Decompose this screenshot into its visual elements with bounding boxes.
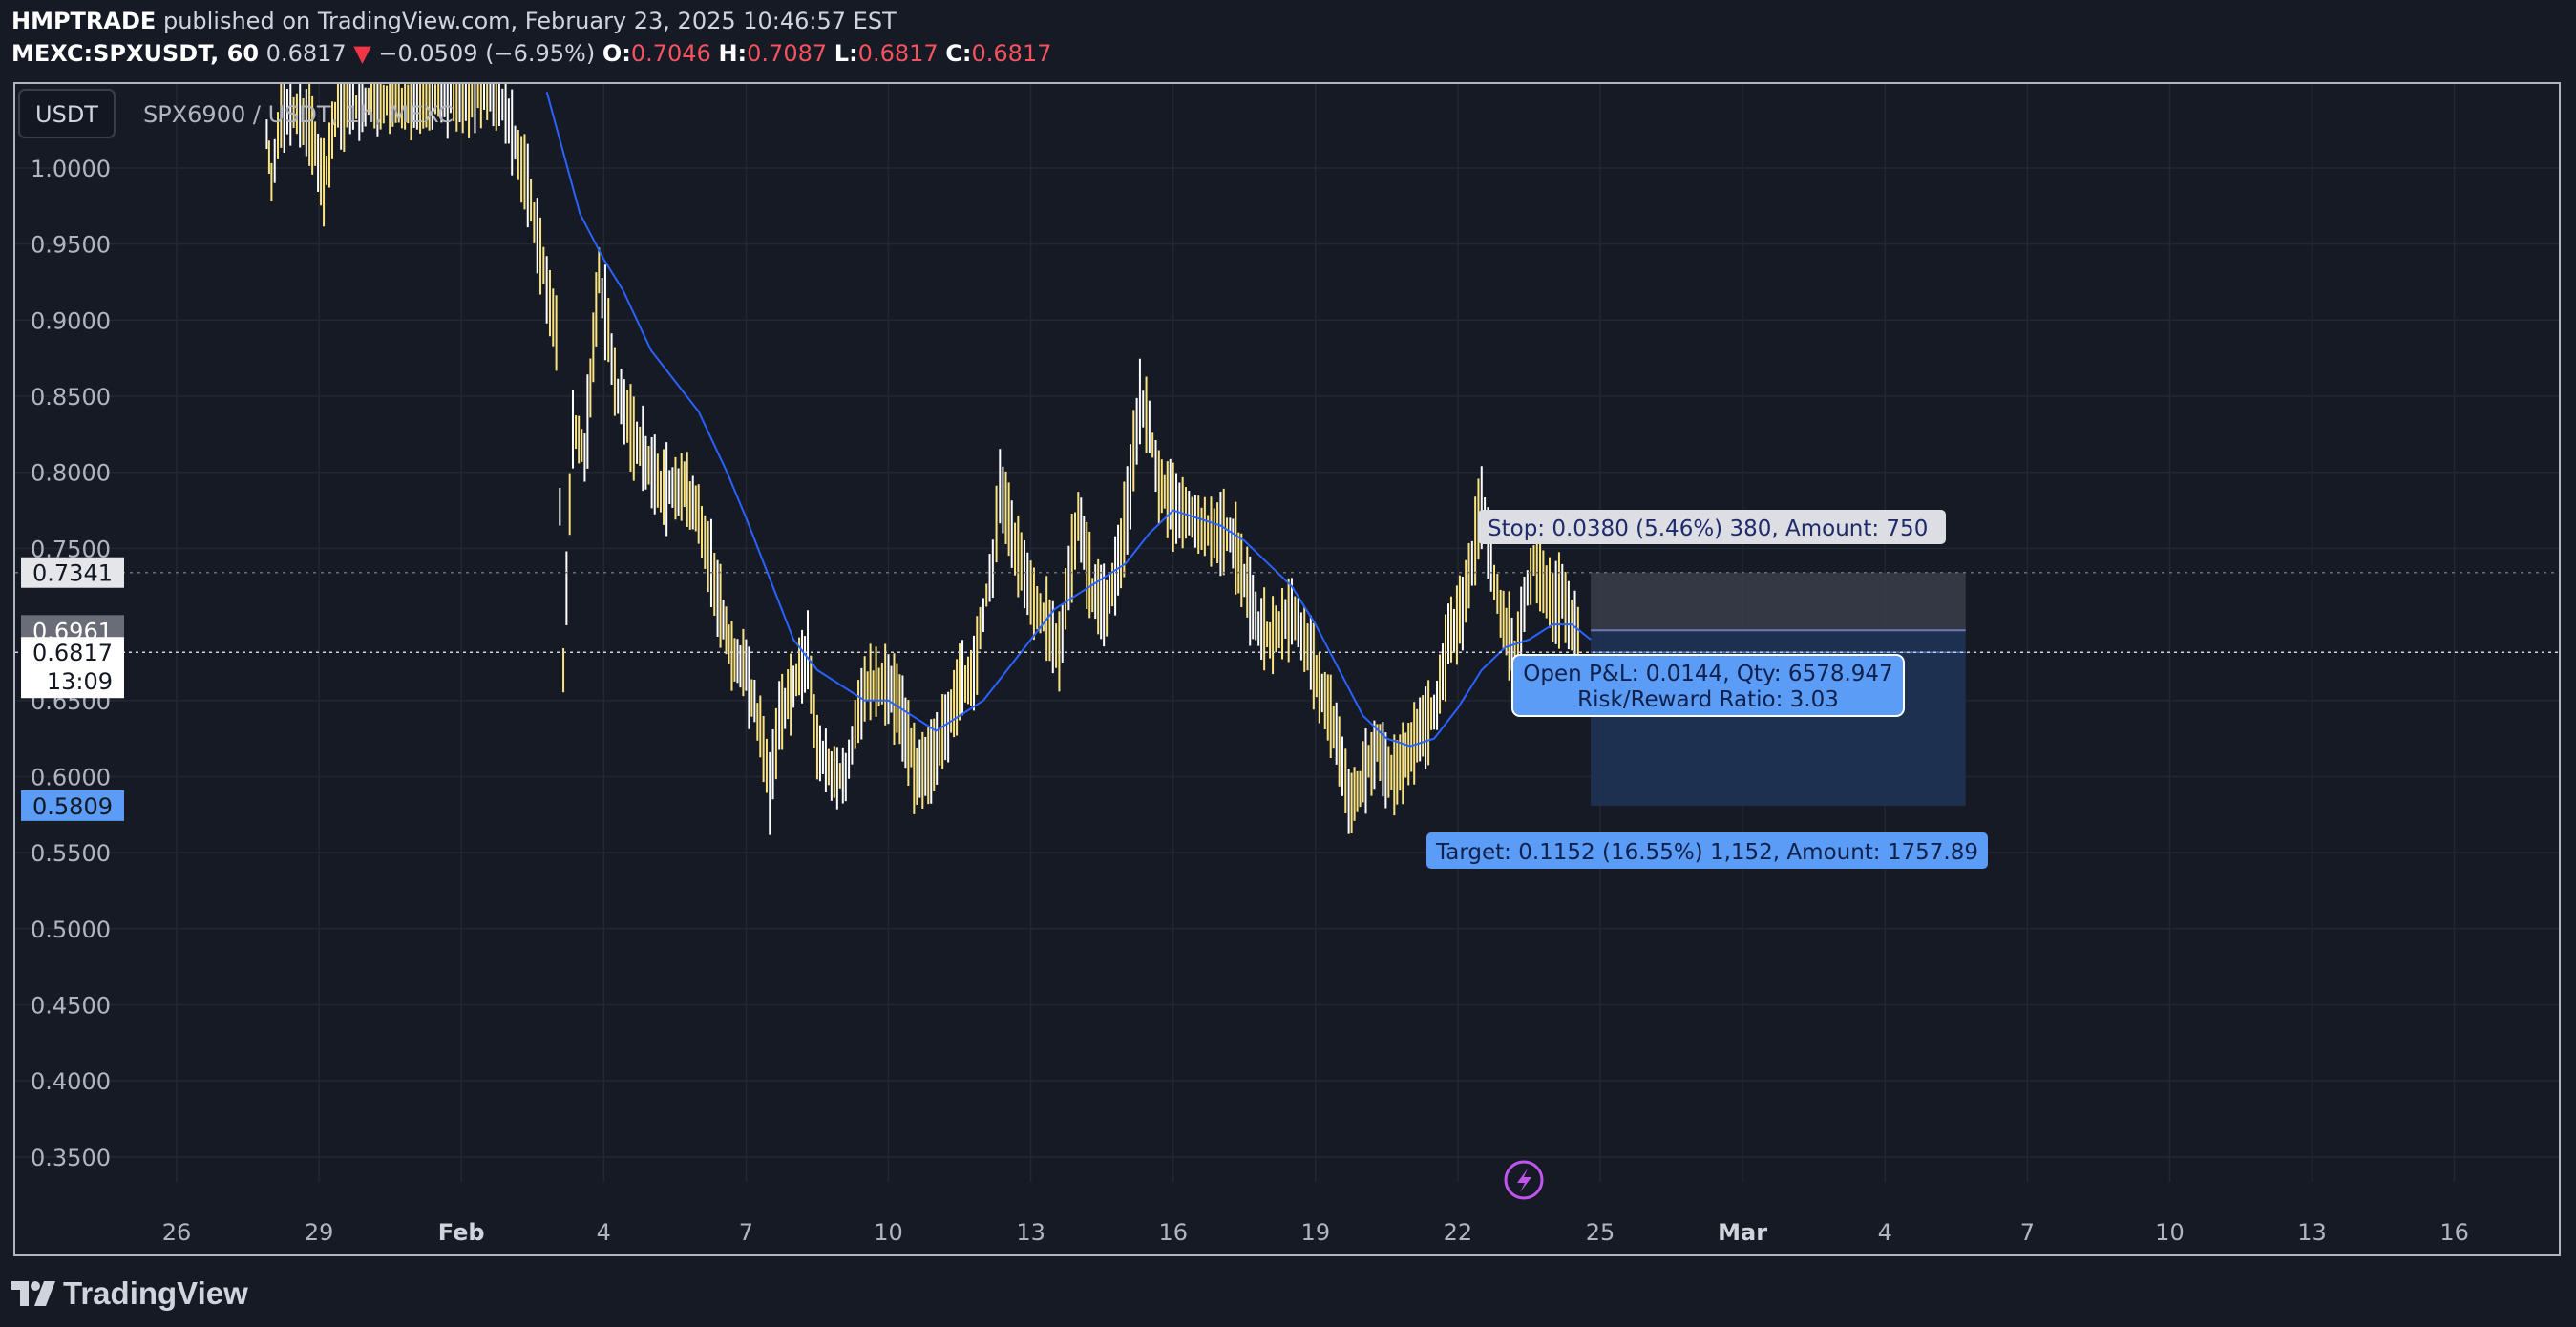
flash-icon[interactable] <box>1504 1160 1544 1200</box>
axis-ticks: 1.00000.95000.90000.85000.80000.75000.65… <box>31 156 2469 1246</box>
price-chart[interactable]: 1.00000.95000.90000.85000.80000.75000.65… <box>15 84 2559 1254</box>
y-tick-label: 0.5000 <box>31 916 111 943</box>
x-tick-label: 7 <box>739 1219 753 1246</box>
publish-info: HMPTRADE published on TradingView.com, F… <box>11 8 897 34</box>
target-label-text: Target: 0.1152 (16.55%) 1,152, Amount: 1… <box>1435 840 1978 865</box>
y-tick-label: 0.6000 <box>31 764 111 790</box>
x-tick-label: 13 <box>2297 1219 2327 1246</box>
x-tick-label: 10 <box>2155 1219 2185 1246</box>
y-tick-label: 0.5500 <box>31 840 111 867</box>
last-price: 0.6817 <box>265 40 347 67</box>
stop-price-tag: 0.7341 <box>32 560 113 587</box>
pnl-label[interactable]: Open P&L: 0.0144, Qty: 6578.947 Risk/Rew… <box>1511 654 1905 717</box>
open-value: 0.7046 <box>630 40 711 67</box>
x-tick-label: 16 <box>1158 1219 1188 1246</box>
grid <box>15 84 2559 1182</box>
price-lines <box>15 571 2559 653</box>
y-tick-label: 0.9000 <box>31 307 111 334</box>
x-tick-label: 26 <box>162 1219 192 1246</box>
target-price-tag: 0.5809 <box>32 793 113 820</box>
stop-label[interactable]: Stop: 0.0380 (5.46%) 380, Amount: 750 <box>1478 510 1946 544</box>
y-tick-label: 0.8000 <box>31 460 111 487</box>
moving-average <box>545 92 1592 748</box>
logo-text: TradingView <box>63 1275 248 1311</box>
x-tick-label: 10 <box>874 1219 903 1246</box>
y-tick-label: 1.0000 <box>31 156 111 182</box>
open-label: O: <box>602 40 631 67</box>
candles[interactable] <box>265 84 1579 835</box>
symbol-label[interactable]: MEXC:SPXUSDT, 60 <box>11 40 260 67</box>
currency-button[interactable]: USDT <box>18 89 116 138</box>
x-tick-label: 22 <box>1444 1219 1473 1246</box>
stop-zone[interactable] <box>1591 572 1966 631</box>
tradingview-logo[interactable]: TradingView <box>11 1275 248 1312</box>
high-value: 0.7087 <box>747 40 828 67</box>
x-tick-label: 29 <box>305 1219 334 1246</box>
chart-frame[interactable]: 1.0000 0.9500 0.9000 0.8500 0.8000 0.7500 0.65… <box>13 82 2561 1256</box>
x-tick-label: 4 <box>597 1219 611 1246</box>
ma-series-line <box>545 92 1592 748</box>
target-price-tag-bg <box>21 790 124 821</box>
down-arrow-icon: ▼ <box>353 40 371 67</box>
x-tick-label: Mar <box>1718 1219 1767 1246</box>
pair-title: SPX6900 / USDT, 1h, MEXC <box>143 101 454 128</box>
currency-button-label: USDT <box>35 101 98 128</box>
publish-text: published on TradingView.com, February 2… <box>162 8 897 34</box>
x-tick-label: Feb <box>438 1219 485 1246</box>
change-value: −0.0509 (−6.95%) <box>378 40 596 67</box>
high-label: H: <box>718 40 748 67</box>
countdown-tag: 13:09 <box>47 668 113 695</box>
target-label[interactable]: Target: 0.1152 (16.55%) 1,152, Amount: 1… <box>1426 832 1988 869</box>
close-value: 0.6817 <box>971 40 1052 67</box>
y-tick-label: 0.4000 <box>31 1068 111 1095</box>
low-value: 0.6817 <box>857 40 939 67</box>
x-tick-label: 19 <box>1301 1219 1331 1246</box>
low-label: L: <box>834 40 858 67</box>
stop-label-text: Stop: 0.0380 (5.46%) 380, Amount: 750 <box>1488 516 1928 541</box>
ohlc-line: MEXC:SPXUSDT, 60 0.6817 ▼ −0.0509 (−6.95… <box>11 40 1052 67</box>
x-tick-label: 16 <box>2439 1219 2469 1246</box>
y-tick-label: 0.3500 <box>31 1145 111 1171</box>
y-tick-label: 0.4500 <box>31 992 111 1019</box>
y-tick-label: 0.9500 <box>31 232 111 259</box>
rr-label-text: Risk/Reward Ratio: 3.03 <box>1577 687 1839 712</box>
x-tick-label: 7 <box>2020 1219 2035 1246</box>
pnl-label-text: Open P&L: 0.0144, Qty: 6578.947 <box>1523 662 1892 686</box>
tradingview-logo-icon <box>11 1281 55 1306</box>
x-tick-label: 25 <box>1586 1219 1615 1246</box>
stop-price-tag-bg <box>21 557 124 588</box>
x-tick-label: 4 <box>1878 1219 1892 1246</box>
last-price-tag: 0.6817 <box>32 640 113 666</box>
x-tick-label: 13 <box>1016 1219 1045 1246</box>
last-price-tag-bg <box>21 637 124 699</box>
y-tick-label: 0.8500 <box>31 384 111 411</box>
close-label: C: <box>945 40 972 67</box>
author-name[interactable]: HMPTRADE <box>11 8 157 34</box>
